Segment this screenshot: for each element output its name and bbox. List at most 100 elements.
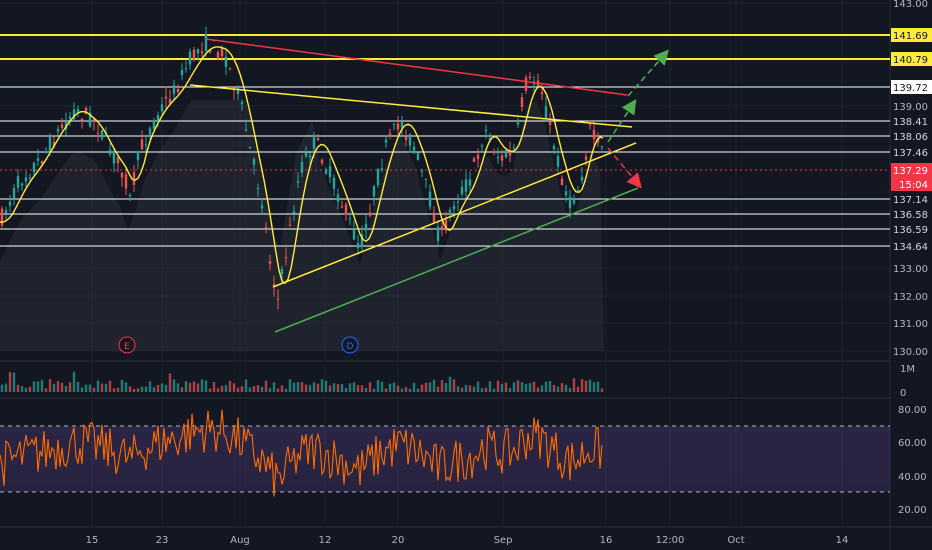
candle-body	[276, 298, 280, 300]
candle-body	[224, 56, 228, 67]
candle-body	[292, 211, 296, 214]
lower-yellow-trendline[interactable]	[272, 142, 637, 288]
candle-body	[60, 124, 64, 128]
dividend-event-marker[interactable]: D	[341, 336, 359, 354]
candle-body	[268, 261, 272, 264]
volume-bar	[136, 388, 140, 392]
volume-bar	[252, 386, 256, 392]
rsi-axis-tick: 80.00	[898, 405, 927, 416]
price-axis-tick: 133.00	[893, 264, 928, 275]
volume-bar	[380, 381, 384, 392]
candle-body	[564, 191, 568, 196]
volume-bar	[264, 380, 268, 392]
event-marker-label: E	[124, 342, 130, 352]
volume-bar	[524, 383, 528, 392]
candle-body	[596, 138, 600, 143]
price-axis-tick: 132.00	[893, 292, 928, 303]
upper-yellow-trendline[interactable]	[189, 84, 633, 128]
candle-body	[420, 170, 424, 172]
volume-bar	[404, 386, 408, 392]
volume-bar	[552, 384, 556, 392]
time-axis-tick: 12:00	[656, 535, 685, 546]
candle-body	[436, 226, 440, 241]
candle-body	[112, 151, 116, 164]
volume-bar	[36, 381, 40, 392]
volume-bar	[484, 387, 488, 392]
candle-body	[396, 123, 400, 130]
price-tag-label: 138.06	[893, 132, 928, 143]
candle-body	[160, 104, 164, 112]
candle-body	[376, 168, 380, 186]
candle-body	[164, 96, 168, 99]
volume-bar	[268, 387, 272, 392]
volume-bar	[144, 386, 148, 392]
support-green-trendline[interactable]	[274, 187, 639, 333]
volume-bar	[164, 384, 168, 392]
volume-bar	[228, 380, 232, 392]
volume-bar	[356, 385, 360, 392]
volume-bar	[428, 382, 432, 392]
candle-body	[432, 214, 436, 224]
candle-body	[592, 129, 596, 140]
candle-body	[400, 121, 404, 128]
candle-body	[156, 115, 160, 121]
price-area-shading	[0, 100, 604, 351]
candle-body	[344, 204, 348, 215]
volume-bar	[376, 380, 380, 392]
resistance-red-trendline[interactable]	[205, 38, 628, 96]
time-axis-tick: Oct	[727, 535, 744, 546]
volume-bar	[444, 382, 448, 392]
price-tag-label: 141.69	[893, 31, 928, 42]
volume-bar	[116, 387, 120, 392]
candle-body	[80, 118, 84, 121]
volume-bar	[168, 373, 172, 392]
volume-bar	[436, 386, 440, 392]
volume-bar	[216, 388, 220, 392]
candle-body	[312, 135, 316, 149]
candle-body	[520, 97, 524, 107]
candle-body	[280, 269, 284, 275]
candle-body	[248, 146, 252, 149]
volume-axis[interactable]: 1M 0	[900, 364, 915, 399]
candle-body	[488, 137, 492, 141]
candle-body	[328, 166, 332, 178]
earnings-event-marker[interactable]: E	[118, 336, 136, 354]
candle-body	[412, 146, 416, 151]
price-axis-tick: 139.00	[893, 102, 928, 113]
volume-bar	[180, 387, 184, 392]
volume-bars	[0, 371, 604, 392]
volume-bar	[488, 381, 492, 392]
candle-body	[204, 34, 208, 51]
volume-bar	[348, 383, 352, 392]
time-axis-tick: 14	[836, 535, 849, 546]
candle-body	[552, 145, 556, 150]
candle-body	[524, 77, 528, 91]
volume-bar	[140, 386, 144, 392]
time-axis-tick: 23	[156, 535, 169, 546]
candle-body	[336, 194, 340, 202]
volume-bar	[156, 384, 160, 392]
time-axis[interactable]: 15 23 Aug 12 20 Sep 16 12:00 Oct 14	[86, 535, 849, 546]
bear-breakdown-arrow[interactable]	[607, 147, 642, 189]
bull-target-arrow[interactable]	[627, 49, 669, 97]
candle-body	[340, 206, 344, 208]
rsi-axis[interactable]: 80.00 60.00 40.00 20.00	[898, 405, 927, 516]
candle-body	[140, 139, 144, 150]
volume-bar	[88, 384, 92, 392]
candle-body	[476, 154, 480, 159]
volume-bar	[60, 382, 64, 392]
volume-bar	[276, 388, 280, 392]
candle-body	[0, 208, 4, 226]
price-tag-label: 139.72	[893, 83, 928, 94]
volume-bar	[52, 383, 56, 392]
volume-bar	[184, 381, 188, 392]
price-tag-label: 137.29	[893, 166, 928, 177]
time-axis-tick: 20	[392, 535, 405, 546]
price-axis[interactable]: 143.00 139.00 133.00 132.00 131.00 130.00	[893, 0, 928, 358]
bull-breakout-arrow[interactable]	[607, 98, 637, 143]
volume-bar	[72, 371, 76, 392]
volume-bar	[12, 372, 16, 392]
candle-body	[296, 180, 300, 183]
